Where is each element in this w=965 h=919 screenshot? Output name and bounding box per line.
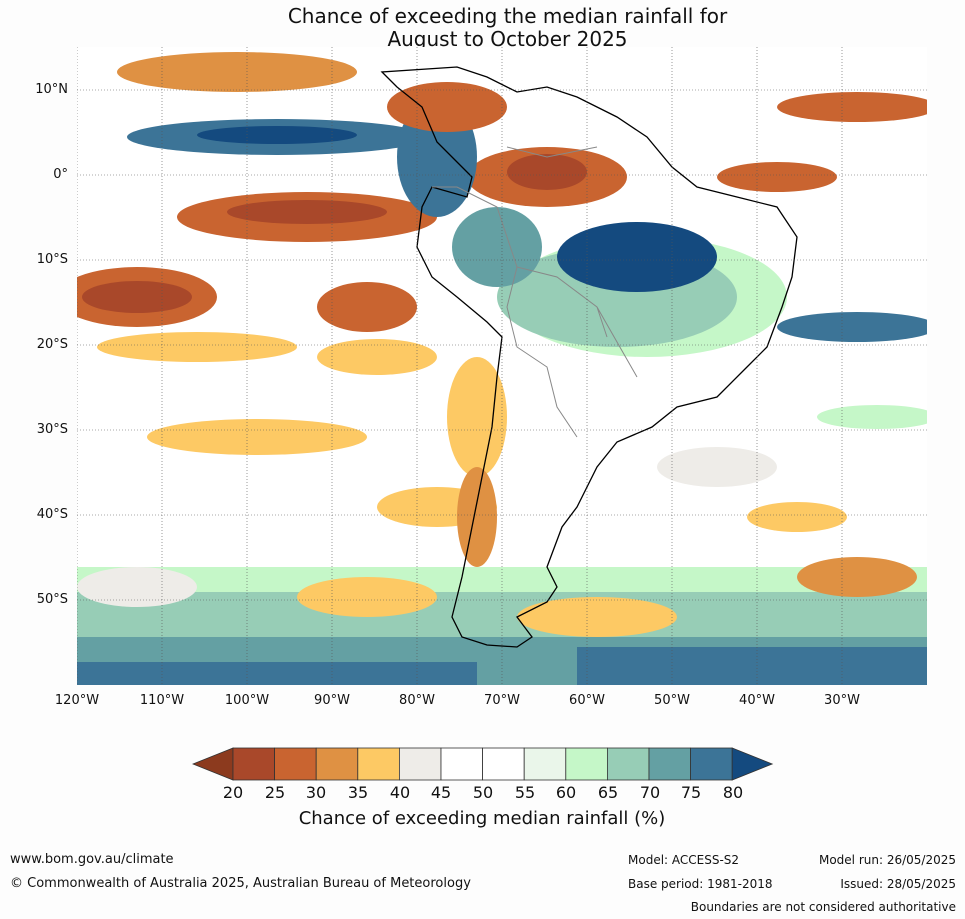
colorbar-segment [232,747,275,781]
lon-label-60w: 60°W [569,693,605,708]
bom-url-text[interactable]: www.bom.gov.au/climate [10,852,174,867]
colorbar-segment [523,747,567,781]
colorbar-segment [357,747,400,781]
colorbar-tick: 70 [639,783,661,802]
colorbar-tick: 55 [514,783,536,802]
coastline [380,66,798,648]
lat-label-40s: 40°S [36,507,68,522]
model-run-text: Model run: 26/05/2025 [818,853,956,867]
lon-label-120w: 120°W [54,693,100,708]
colorbar-tick: 20 [222,783,244,802]
colorbar-segment [690,747,733,781]
lat-label-20s: 20°S [36,337,68,352]
lon-label-100w: 100°W [224,693,270,708]
lon-label-70w: 70°W [484,693,520,708]
lon-label-50w: 50°W [654,693,690,708]
colorbar-tick: 60 [555,783,577,802]
colorbar-arrow-left [192,747,234,781]
lon-label-30w: 30°W [824,693,860,708]
map-title: Chance of exceeding the median rainfall … [0,5,965,51]
colorbar-segment [274,747,317,781]
colorbar-segment [398,747,442,781]
lon-label-110w: 110°W [139,693,185,708]
colorbar-tick: 35 [347,783,369,802]
lat-label-50s: 50°S [36,592,68,607]
model-text: Model: ACCESS-S2 [628,853,740,867]
country-borders [432,146,638,438]
lat-label-10s: 10°S [36,252,68,267]
colorbar-segment [565,747,608,781]
colorbar-tick: 75 [680,783,702,802]
title-line-1: Chance of exceeding the median rainfall … [287,4,728,28]
colorbar-segment [315,747,359,781]
lon-label-40w: 40°W [739,693,775,708]
rainfall-map-canvas [77,47,927,685]
colorbar [192,747,774,781]
issued-text: Issued: 28/05/2025 [840,877,956,891]
colorbar-tick: 50 [472,783,494,802]
lat-label-10n: 10°N [35,82,68,97]
colorbar-segment [440,747,483,781]
bom-url-link[interactable]: www.bom.gov.au/climate [10,852,174,867]
title-line-2: August to October 2025 [387,27,628,51]
rainfall-map [77,47,927,685]
colorbar-segment [482,747,525,781]
copyright-text: © Commonwealth of Australia 2025, Austra… [10,876,471,891]
colorbar-tick: 65 [597,783,619,802]
colorbar-tick: 45 [430,783,452,802]
colorbar-title: Chance of exceeding median rainfall (%) [298,808,666,829]
disclaimer-text: Boundaries are not considered authoritat… [690,900,956,914]
colorbar-tick: 80 [722,783,744,802]
colorbar-tick: 30 [305,783,327,802]
colorbar-segment [648,747,691,781]
lat-label-0: 0° [53,167,68,182]
colorbar-segment [606,747,650,781]
lat-label-30s: 30°S [36,422,68,437]
base-period-text: Base period: 1981-2018 [628,877,773,891]
lon-label-80w: 80°W [399,693,435,708]
colorbar-arrow-right [731,747,774,781]
graticule [77,47,927,685]
colorbar-tick: 40 [389,783,411,802]
lon-label-90w: 90°W [314,693,350,708]
colorbar-tick: 25 [264,783,286,802]
